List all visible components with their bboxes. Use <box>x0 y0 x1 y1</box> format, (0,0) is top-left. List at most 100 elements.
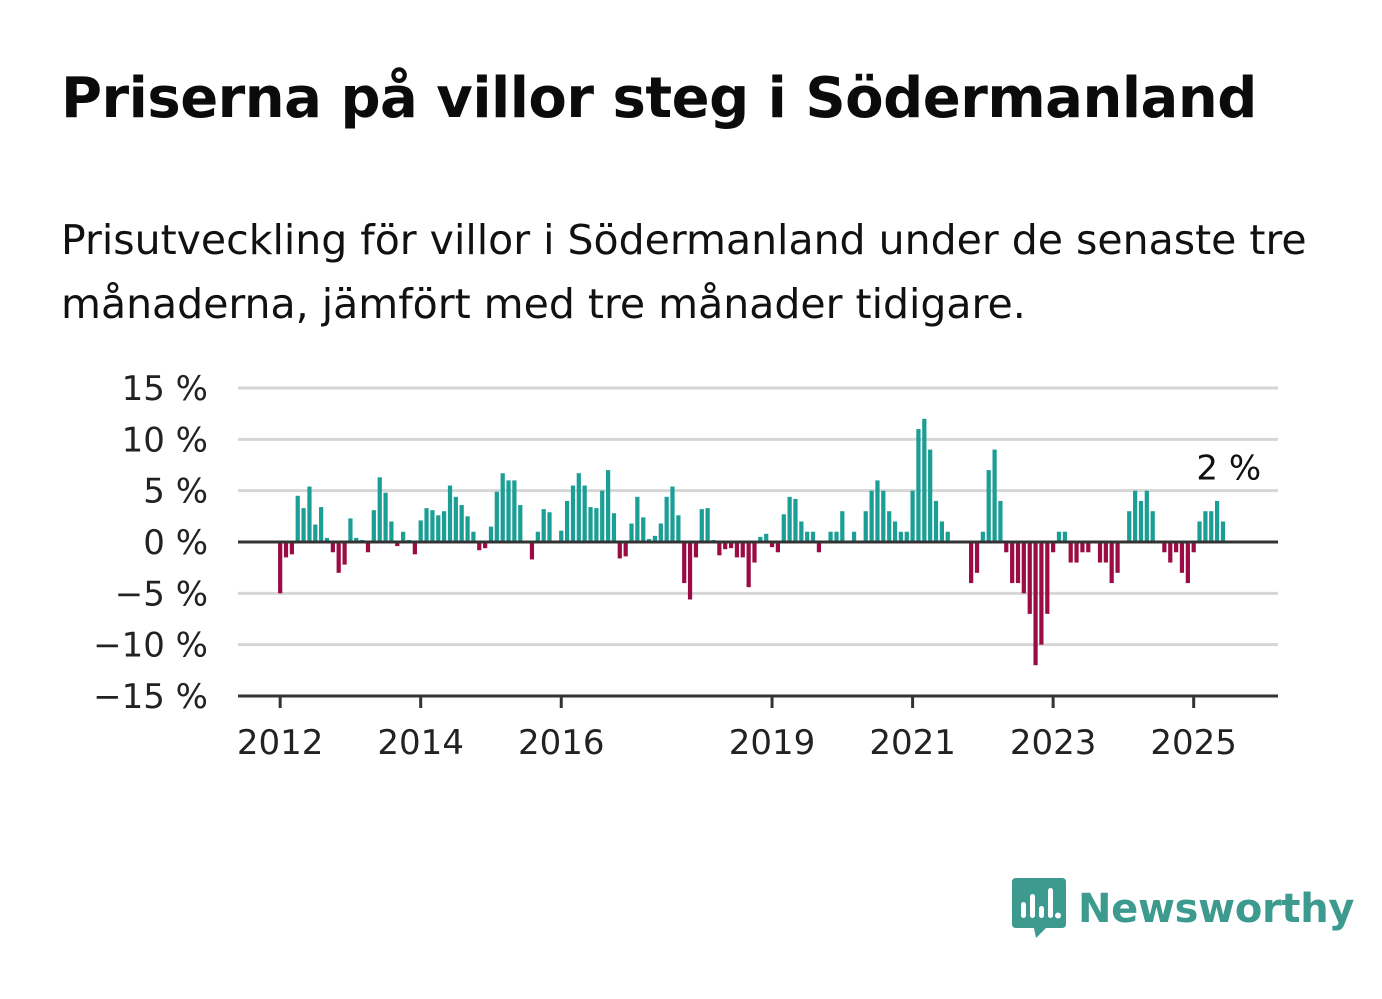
bar <box>816 542 822 553</box>
bar <box>512 480 517 542</box>
x-tick-label: 2016 <box>518 723 605 763</box>
bar <box>371 510 376 542</box>
bar <box>488 526 494 542</box>
bar <box>1103 542 1108 563</box>
bar <box>1185 542 1190 584</box>
latest-value-annotation: 2 % <box>1196 448 1261 488</box>
bar <box>1209 511 1214 542</box>
axes <box>238 540 1278 698</box>
bar <box>758 536 763 542</box>
bar <box>875 480 880 542</box>
bar <box>477 542 482 551</box>
bar <box>278 542 283 594</box>
y-tick-labels: 15 % 10 % 5 % 0 % −5 % −10 % −15 % <box>93 369 208 717</box>
bar <box>840 511 845 542</box>
bar <box>483 542 488 549</box>
bar <box>1039 542 1044 645</box>
bar <box>500 473 505 542</box>
bar <box>465 516 470 542</box>
y-tick-label: 10 % <box>122 420 208 460</box>
y-tick-label: 0 % <box>143 523 208 563</box>
x-tick-label: 2025 <box>1150 723 1237 763</box>
chart-subtitle: Prisutveckling för villor i Södermanland… <box>61 216 1307 328</box>
bar <box>301 508 306 542</box>
bar <box>600 490 605 542</box>
bar <box>606 470 611 542</box>
bar <box>1027 542 1032 614</box>
bar <box>1109 542 1114 584</box>
bar <box>365 542 371 553</box>
bar <box>734 542 740 558</box>
bar <box>646 538 652 542</box>
bar <box>1004 542 1009 553</box>
brand-name: Newsworthy <box>1078 886 1355 932</box>
bar <box>1062 531 1067 542</box>
bar <box>559 530 564 542</box>
bar <box>471 531 476 542</box>
bar <box>693 542 699 558</box>
bar <box>781 514 786 542</box>
bar <box>740 542 745 558</box>
bar <box>1068 542 1073 563</box>
bar <box>1086 542 1091 553</box>
chart-title: Priserna på villor steg i Södermanland <box>61 66 1257 131</box>
y-tick-label: 15 % <box>122 369 208 409</box>
bar <box>611 513 617 542</box>
bar <box>418 520 423 542</box>
bar <box>1197 521 1202 542</box>
bar <box>623 542 628 557</box>
bar <box>922 418 927 542</box>
bar <box>1010 542 1015 584</box>
bar <box>992 449 997 542</box>
bar <box>1179 542 1185 573</box>
bar <box>594 508 599 542</box>
bar <box>851 531 857 542</box>
bar <box>682 542 687 584</box>
bar <box>898 531 903 542</box>
bar <box>383 492 388 542</box>
bar <box>1045 542 1050 614</box>
bar <box>447 485 453 542</box>
bar <box>1115 542 1120 573</box>
newsworthy-brand: Newsworthy <box>1012 878 1355 940</box>
bar <box>699 509 704 542</box>
bar <box>986 470 991 542</box>
bar <box>652 535 658 542</box>
x-tick-label: 2023 <box>1010 723 1097 763</box>
bar <box>1162 542 1167 553</box>
bar <box>717 542 722 556</box>
bar <box>1144 490 1149 542</box>
bar <box>793 498 798 542</box>
bar <box>283 542 289 558</box>
bar <box>518 505 523 542</box>
bar <box>588 507 593 542</box>
x-tick-labels: 2012 2014 2016 2019 2021 2023 2025 <box>237 696 1237 763</box>
bar <box>641 517 646 542</box>
bar <box>1056 531 1062 542</box>
bar <box>1033 542 1038 666</box>
bar <box>805 531 810 542</box>
bar <box>582 485 587 542</box>
bar <box>769 542 775 548</box>
bar <box>342 542 347 565</box>
bar <box>313 524 318 542</box>
bar <box>1074 542 1079 563</box>
bar <box>295 495 300 542</box>
y-tick-label: 5 % <box>143 472 208 512</box>
bar <box>787 496 792 542</box>
newsworthy-logo-icon <box>1012 878 1066 938</box>
bar <box>395 542 400 547</box>
bar <box>664 496 669 542</box>
bar <box>939 521 945 542</box>
bar <box>494 491 499 542</box>
bar <box>974 542 980 573</box>
bar <box>319 507 324 542</box>
bar <box>1051 542 1056 553</box>
bar <box>728 542 734 549</box>
bar <box>541 509 546 542</box>
bar <box>289 542 295 555</box>
bar <box>1015 542 1021 584</box>
bar <box>1168 542 1173 563</box>
bar <box>928 449 933 542</box>
bar <box>564 500 570 542</box>
